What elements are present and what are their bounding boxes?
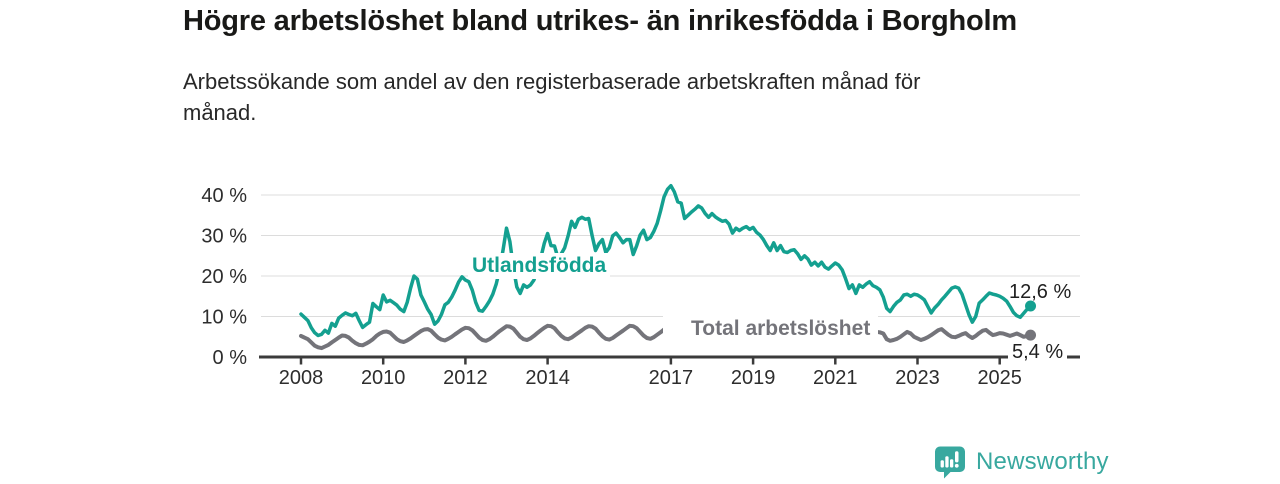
x-axis-tick-label: 2017 <box>649 367 694 389</box>
series-label-total-arbetsloshet: Total arbetslöshet <box>663 316 879 347</box>
y-axis-tick-label: 20 % <box>201 266 247 288</box>
x-axis-tick-label: 2023 <box>895 367 940 389</box>
x-axis-tick-label: 2010 <box>361 367 406 389</box>
y-axis-tick-label: 30 % <box>201 226 247 248</box>
x-axis-tick-label: 2025 <box>977 367 1022 389</box>
page-title: Högre arbetslöshet bland utrikes- än inr… <box>183 5 1017 37</box>
newsworthy-brand: Newsworthy <box>933 445 1109 479</box>
y-axis-tick-label: 0 % <box>213 347 248 369</box>
series-line-utlandsfodda <box>299 183 1033 338</box>
newsworthy-brand-text: Newsworthy <box>976 448 1109 475</box>
end-value-utlandsfodda: 12,6 % <box>1009 281 1072 303</box>
end-value-total: 5,4 % <box>1008 341 1068 364</box>
y-axis-tick-label: 10 % <box>201 307 247 329</box>
x-axis-tick-label: 2019 <box>731 367 776 389</box>
x-axis-tick-label: 2021 <box>813 367 858 389</box>
newsworthy-logo-icon <box>933 445 967 479</box>
x-axis-tick-label: 2008 <box>279 367 324 389</box>
series-label-utlandsfodda: Utlandsfödda <box>468 253 611 279</box>
y-axis-tick-label: 40 % <box>201 185 247 207</box>
page-subtitle-line1: Arbetssökande som andel av den registerb… <box>183 69 921 94</box>
series-end-dot-utlandsfodda <box>1025 300 1037 312</box>
series-end-dot-total <box>1025 329 1037 341</box>
x-axis-tick-label: 2012 <box>443 367 488 389</box>
x-axis-tick-label: 2014 <box>525 367 570 389</box>
page-subtitle-line2: månad. <box>183 100 257 125</box>
page-subtitle: Arbetssökande som andel av den registerb… <box>183 66 1083 128</box>
